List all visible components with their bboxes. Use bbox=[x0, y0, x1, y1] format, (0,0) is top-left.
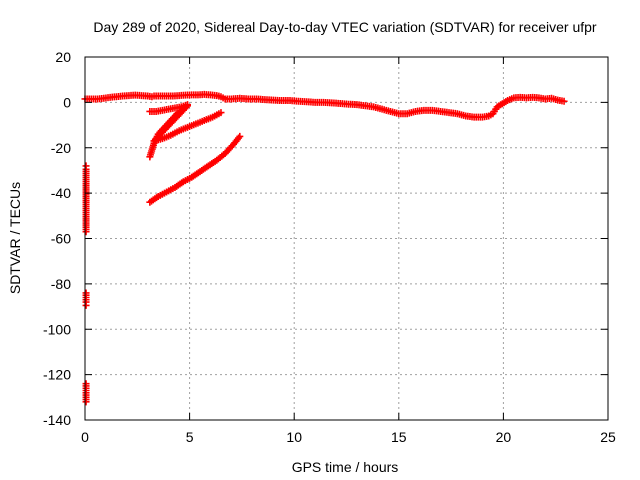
y-tick-label: -80 bbox=[51, 276, 71, 292]
y-tick-label: -120 bbox=[43, 367, 71, 383]
x-tick-label: 25 bbox=[600, 429, 616, 445]
x-tick-label: 5 bbox=[186, 429, 194, 445]
y-tick-label: -140 bbox=[43, 412, 71, 428]
y-tick-label: 0 bbox=[63, 94, 71, 110]
axis-ticks: 0 5 10 15 20 25 20 0 -20 -40 -60 -80 -100 -120 -140 bbox=[43, 49, 616, 445]
data-point-marker bbox=[560, 97, 568, 105]
grid-lines bbox=[85, 57, 608, 420]
data-point-marker bbox=[82, 301, 90, 309]
data-point-marker bbox=[82, 228, 90, 236]
y-tick-label: -60 bbox=[51, 231, 71, 247]
data-point-marker bbox=[217, 109, 225, 117]
y-axis-label: SDTVAR / TECUs bbox=[7, 182, 23, 294]
y-tick-label: -20 bbox=[51, 140, 71, 156]
x-tick-label: 10 bbox=[286, 429, 302, 445]
data-point-marker bbox=[82, 398, 90, 406]
y-tick-label: -100 bbox=[43, 321, 71, 337]
data-points bbox=[81, 90, 568, 406]
chart-title: Day 289 of 2020, Sidereal Day-to-day VTE… bbox=[93, 19, 597, 35]
data-point-marker bbox=[236, 132, 244, 140]
x-tick-label: 15 bbox=[391, 429, 407, 445]
y-tick-label: -40 bbox=[51, 185, 71, 201]
x-axis-label: GPS time / hours bbox=[292, 459, 399, 475]
y-tick-label: 20 bbox=[55, 49, 71, 65]
x-tick-label: 20 bbox=[496, 429, 512, 445]
x-tick-label: 0 bbox=[81, 429, 89, 445]
